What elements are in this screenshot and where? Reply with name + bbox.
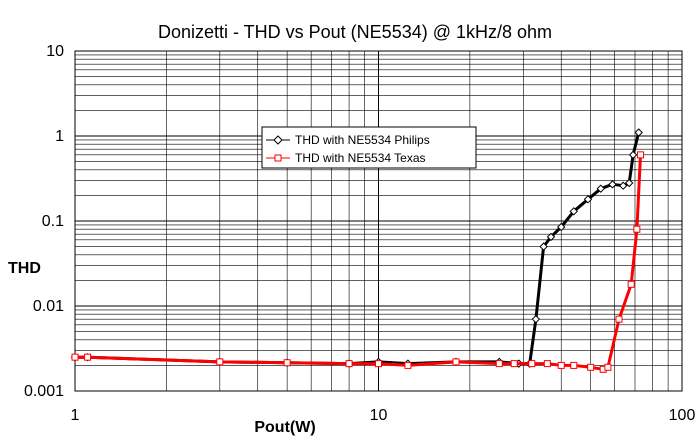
data-point bbox=[539, 242, 548, 251]
legend-box bbox=[261, 126, 477, 169]
data-point bbox=[216, 358, 224, 366]
series-layer bbox=[70, 128, 645, 373]
data-point bbox=[627, 280, 635, 288]
y-tick-label: 0.001 bbox=[24, 383, 64, 400]
x-tick-label: 100 bbox=[669, 407, 696, 424]
data-point bbox=[84, 353, 92, 361]
data-point bbox=[543, 360, 551, 368]
data-point bbox=[570, 361, 578, 369]
data-point bbox=[557, 361, 565, 369]
data-point bbox=[375, 360, 382, 368]
data-point bbox=[583, 195, 593, 204]
data-point bbox=[625, 178, 634, 188]
data-point bbox=[637, 151, 645, 159]
series-texas bbox=[71, 151, 645, 373]
tick-labels: 1 10 100 0.001 0.01 0.1 1 10 bbox=[24, 43, 695, 424]
data-point bbox=[510, 360, 518, 368]
y-axis-label: THD bbox=[8, 260, 41, 277]
y-tick-label: 0.01 bbox=[33, 298, 64, 315]
data-point bbox=[628, 150, 638, 160]
data-point bbox=[569, 207, 578, 216]
legend-label-philips: THD with NE5534 Philips bbox=[295, 133, 430, 147]
y-tick-label: 0.1 bbox=[42, 213, 64, 230]
data-point bbox=[71, 353, 79, 361]
data-point bbox=[633, 225, 641, 233]
data-point bbox=[452, 358, 460, 366]
data-point bbox=[531, 314, 541, 324]
data-point bbox=[618, 181, 628, 190]
data-point bbox=[495, 360, 503, 368]
data-point bbox=[634, 128, 643, 137]
chart-title: Donizetti - THD vs Pout (NE5534) @ 1kHz/… bbox=[158, 22, 552, 42]
data-point bbox=[404, 361, 412, 369]
data-point bbox=[604, 363, 612, 371]
legend-label-texas: THD with NE5534 Texas bbox=[295, 151, 426, 165]
data-point bbox=[596, 184, 605, 193]
data-point bbox=[587, 363, 595, 371]
data-point bbox=[546, 232, 556, 242]
x-axis-label: Pout(W) bbox=[254, 419, 315, 436]
data-point bbox=[557, 222, 566, 232]
data-point bbox=[615, 315, 623, 323]
legend-marker-texas bbox=[274, 154, 282, 162]
x-tick-label: 1 bbox=[71, 407, 80, 424]
y-tick-label: 10 bbox=[46, 43, 64, 60]
x-tick-label: 10 bbox=[370, 407, 388, 424]
data-point bbox=[608, 180, 617, 189]
y-tick-label: 1 bbox=[55, 128, 64, 145]
data-point bbox=[345, 360, 353, 368]
legend: THD with NE5534 Philips THD with NE5534 … bbox=[261, 126, 477, 169]
legend-marker-philips bbox=[273, 135, 283, 145]
data-point bbox=[283, 359, 291, 367]
data-point bbox=[528, 360, 536, 368]
